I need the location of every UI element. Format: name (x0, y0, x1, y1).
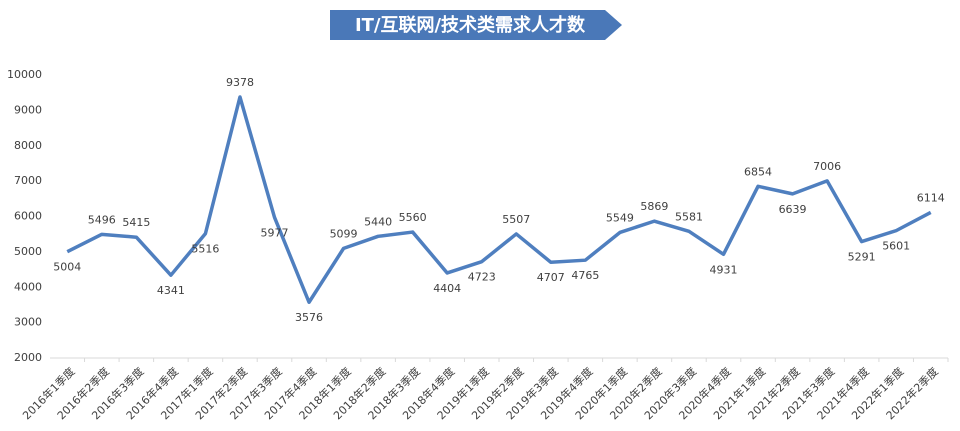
y-tick-label: 5000 (14, 245, 42, 258)
data-label: 5440 (364, 215, 392, 228)
y-tick-label: 4000 (14, 280, 42, 293)
y-tick-label: 7000 (14, 174, 42, 187)
title-banner (330, 10, 622, 40)
y-tick-label: 9000 (14, 103, 42, 116)
data-label: 5516 (191, 243, 219, 256)
data-label: 5415 (122, 216, 150, 229)
y-tick-label: 8000 (14, 139, 42, 152)
data-label: 5004 (53, 261, 81, 274)
data-label: 4707 (537, 271, 565, 284)
line (66, 95, 932, 304)
data-label: 7006 (813, 160, 841, 173)
chart-title: IT/互联网/技术类需求人才数 (355, 14, 586, 36)
data-label: 6639 (779, 203, 807, 216)
data-label: 3576 (295, 311, 323, 324)
data-label: 6854 (744, 165, 772, 178)
data-label: 4765 (571, 269, 599, 282)
data-label: 5507 (502, 213, 530, 226)
y-tick-label: 10000 (7, 68, 42, 81)
data-label: 5869 (640, 200, 668, 213)
data-label: 5560 (399, 211, 427, 224)
data-label: 5581 (675, 210, 703, 223)
data-label: 5496 (88, 213, 116, 226)
data-label: 4931 (710, 263, 738, 276)
y-tick-label: 6000 (14, 210, 42, 223)
data-label: 5549 (606, 211, 634, 224)
data-label: 9378 (226, 76, 254, 89)
data-label: 4341 (157, 284, 185, 297)
y-tick-label: 3000 (14, 316, 42, 329)
y-tick-label: 2000 (14, 351, 42, 364)
data-label: 5291 (848, 251, 876, 264)
data-label: 5099 (330, 227, 358, 240)
data-label: 6114 (917, 191, 945, 204)
data-label: 4404 (433, 282, 461, 295)
data-label: 5977 (261, 226, 289, 239)
data-label: 5601 (882, 240, 910, 253)
data-label: 4723 (468, 271, 496, 284)
